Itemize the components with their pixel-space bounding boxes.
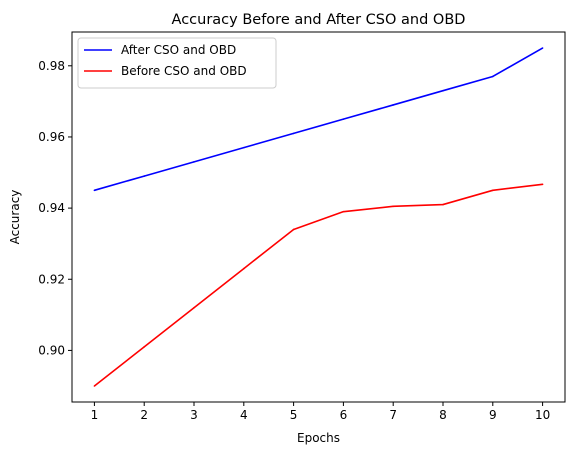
data-point-s0-8 — [492, 76, 494, 78]
data-point-s0-3 — [243, 147, 245, 149]
data-point-s0-5 — [343, 118, 345, 120]
x-axis-label: Epochs — [297, 431, 340, 445]
data-point-s1-6 — [392, 206, 394, 208]
legend-label-before: Before CSO and OBD — [121, 64, 247, 78]
x-tick-label-4: 5 — [290, 408, 298, 422]
data-point-s0-4 — [293, 133, 295, 135]
x-tick-label-6: 7 — [389, 408, 397, 422]
y-tick-label-3: 0.96 — [38, 130, 65, 144]
x-tick-label-1: 2 — [140, 408, 148, 422]
data-point-s1-2 — [193, 307, 195, 309]
data-point-s0-9 — [542, 47, 544, 49]
chart-title: Accuracy Before and After CSO and OBD — [172, 12, 466, 28]
data-point-s1-4 — [293, 229, 295, 231]
data-point-s1-7 — [442, 204, 444, 206]
legend: After CSO and OBD Before CSO and OBD — [78, 38, 276, 88]
y-axis-label: Accuracy — [8, 190, 22, 245]
y-tick-label-1: 0.92 — [38, 272, 65, 286]
data-point-s0-6 — [392, 104, 394, 106]
y-tick-label-4: 0.98 — [38, 59, 65, 73]
data-point-s1-1 — [143, 346, 145, 348]
x-tick-label-0: 1 — [91, 408, 99, 422]
data-point-s1-5 — [343, 211, 345, 213]
y-tick-label-0: 0.90 — [38, 343, 65, 357]
x-tick-label-2: 3 — [190, 408, 198, 422]
data-point-s1-3 — [243, 268, 245, 270]
data-point-s1-9 — [542, 183, 544, 185]
x-tick-label-9: 10 — [535, 408, 550, 422]
data-point-s1-0 — [94, 385, 96, 387]
data-point-s0-1 — [143, 175, 145, 177]
data-point-s0-0 — [94, 190, 96, 192]
x-tick-label-8: 9 — [489, 408, 497, 422]
legend-label-after: After CSO and OBD — [121, 43, 236, 57]
x-tick-label-5: 6 — [340, 408, 348, 422]
data-point-s0-7 — [442, 90, 444, 92]
y-tick-label-2: 0.94 — [38, 201, 65, 215]
data-point-s1-8 — [492, 190, 494, 192]
x-tick-label-7: 8 — [439, 408, 447, 422]
x-tick-label-3: 4 — [240, 408, 248, 422]
data-point-s0-2 — [193, 161, 195, 163]
